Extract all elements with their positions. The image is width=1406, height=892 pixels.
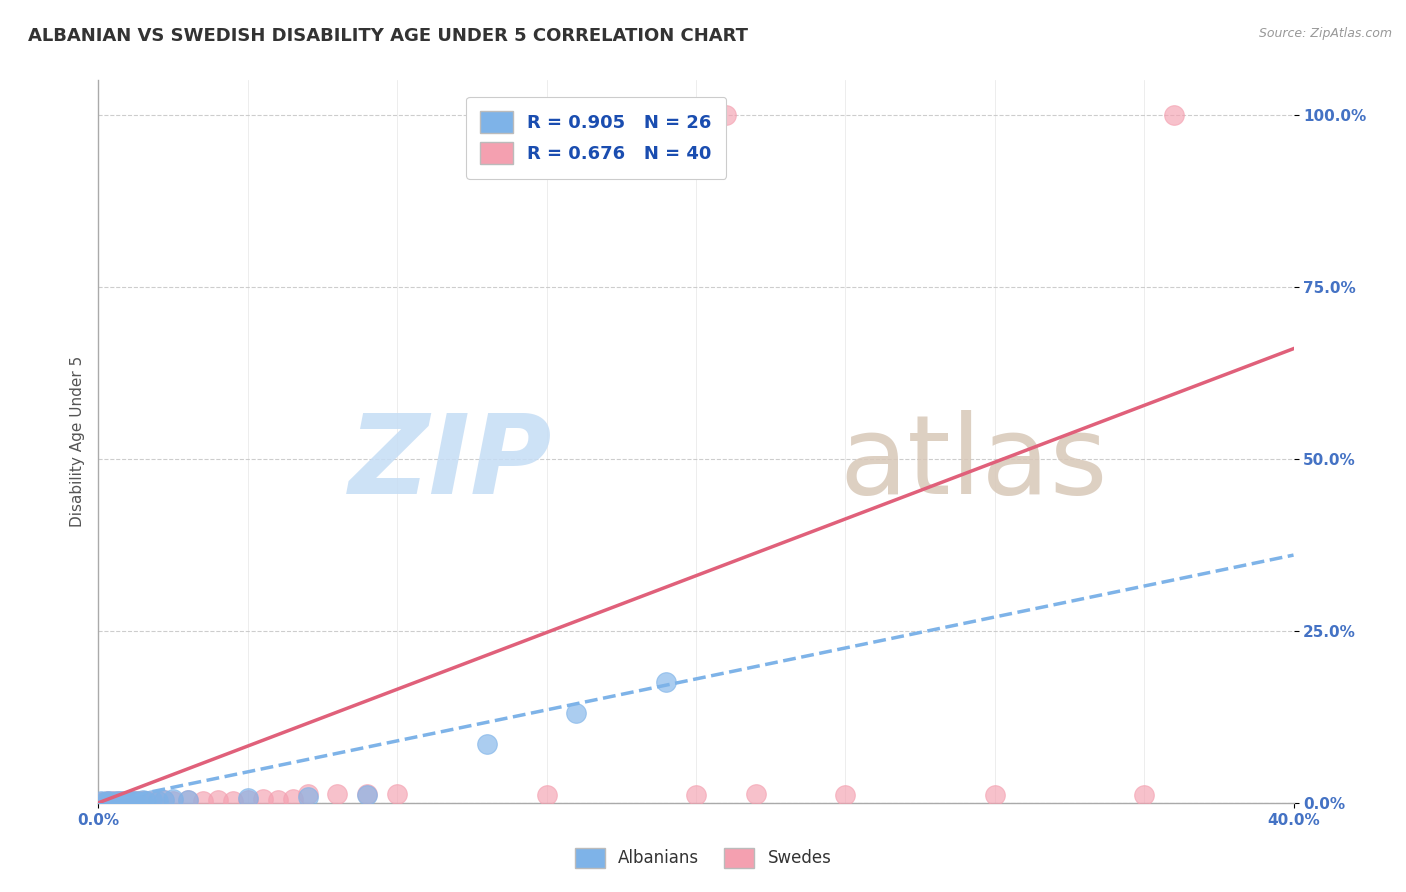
Point bbox=[135, 794, 157, 808]
Point bbox=[148, 794, 170, 808]
Point bbox=[111, 794, 134, 808]
Point bbox=[141, 793, 163, 807]
Point bbox=[191, 794, 214, 808]
Point bbox=[177, 793, 200, 807]
Point bbox=[153, 793, 176, 807]
Point bbox=[326, 787, 349, 801]
Point bbox=[132, 794, 155, 808]
Point bbox=[98, 795, 122, 809]
Point bbox=[655, 675, 678, 690]
Text: atlas: atlas bbox=[839, 409, 1108, 516]
Point bbox=[127, 794, 149, 808]
Point bbox=[108, 794, 131, 808]
Point bbox=[124, 794, 146, 808]
Point bbox=[714, 108, 737, 122]
Legend: R = 0.905   N = 26, R = 0.676   N = 40: R = 0.905 N = 26, R = 0.676 N = 40 bbox=[465, 96, 725, 178]
Point bbox=[117, 795, 139, 809]
Text: ALBANIAN VS SWEDISH DISABILITY AGE UNDER 5 CORRELATION CHART: ALBANIAN VS SWEDISH DISABILITY AGE UNDER… bbox=[28, 27, 748, 45]
Point bbox=[297, 789, 319, 804]
Point bbox=[153, 793, 176, 807]
Point bbox=[984, 788, 1007, 802]
Point bbox=[162, 792, 184, 806]
Point bbox=[103, 795, 125, 809]
Point bbox=[129, 794, 152, 808]
Point bbox=[565, 706, 588, 721]
Point bbox=[120, 794, 142, 808]
Point bbox=[222, 794, 245, 808]
Point bbox=[96, 794, 118, 808]
Point bbox=[114, 794, 136, 808]
Point bbox=[252, 792, 274, 806]
Point bbox=[105, 794, 128, 808]
Point bbox=[96, 794, 118, 808]
Point bbox=[117, 794, 139, 808]
Point bbox=[1133, 788, 1156, 802]
Point bbox=[93, 795, 115, 809]
Point bbox=[834, 788, 856, 802]
Point bbox=[108, 794, 131, 808]
Point bbox=[281, 792, 304, 806]
Point bbox=[162, 794, 184, 808]
Point bbox=[236, 793, 259, 807]
Point bbox=[105, 795, 128, 809]
Point bbox=[103, 794, 125, 808]
Point bbox=[120, 794, 142, 808]
Point bbox=[685, 788, 707, 802]
Point bbox=[536, 788, 558, 802]
Point bbox=[111, 795, 134, 809]
Text: ZIP: ZIP bbox=[349, 409, 553, 516]
Point bbox=[93, 795, 115, 809]
Point bbox=[177, 793, 200, 807]
Point bbox=[90, 795, 112, 809]
Y-axis label: Disability Age Under 5: Disability Age Under 5 bbox=[69, 356, 84, 527]
Point bbox=[124, 795, 146, 809]
Point bbox=[1163, 108, 1185, 122]
Point bbox=[297, 787, 319, 801]
Point bbox=[114, 795, 136, 809]
Point bbox=[236, 791, 259, 805]
Point bbox=[475, 737, 498, 751]
Point bbox=[135, 794, 157, 808]
Text: Source: ZipAtlas.com: Source: ZipAtlas.com bbox=[1258, 27, 1392, 40]
Point bbox=[267, 793, 290, 807]
Point bbox=[141, 794, 163, 808]
Point bbox=[98, 794, 122, 808]
Point bbox=[356, 789, 378, 803]
Point bbox=[356, 787, 378, 801]
Point bbox=[207, 793, 229, 807]
Point bbox=[148, 794, 170, 808]
Point bbox=[90, 794, 112, 808]
Legend: Albanians, Swedes: Albanians, Swedes bbox=[568, 841, 838, 875]
Point bbox=[385, 787, 409, 801]
Point bbox=[745, 787, 768, 801]
Point bbox=[127, 794, 149, 808]
Point bbox=[132, 793, 155, 807]
